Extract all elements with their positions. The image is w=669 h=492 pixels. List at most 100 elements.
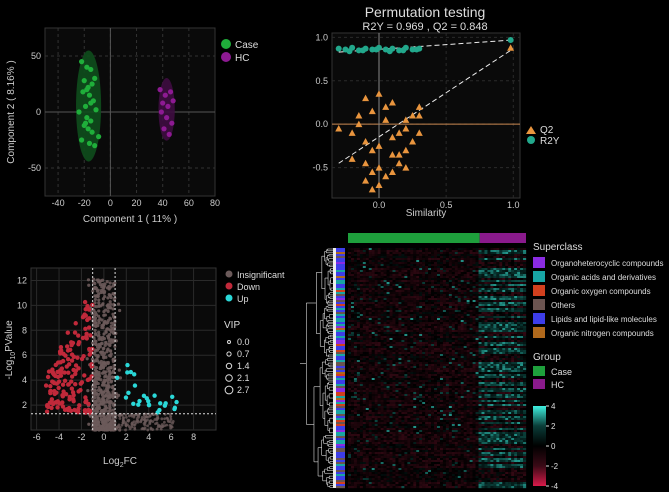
heatmap-cell [451, 356, 455, 359]
heatmap-cell [460, 264, 464, 267]
heatmap-cell [493, 260, 497, 263]
heatmap-cell [431, 358, 435, 361]
heatmap-cell [386, 296, 390, 299]
superclass-cell [336, 416, 345, 419]
point-insignificant [97, 321, 101, 325]
heatmap-cell [356, 276, 361, 279]
heatmap-cell [454, 312, 458, 315]
heatmap-cell [383, 288, 387, 291]
heatmap-cell [419, 314, 423, 317]
heatmap-cell [445, 290, 450, 293]
heatmap-cell [493, 318, 497, 321]
heatmap-cell [356, 308, 361, 311]
heatmap-cell [386, 350, 390, 353]
heatmap-cell [401, 270, 405, 273]
y-tick-label: 0.5 [315, 76, 328, 86]
superclass-cell [336, 444, 345, 447]
heatmap-cell [460, 310, 464, 313]
heatmap-cell [481, 268, 485, 271]
heatmap-cell [413, 302, 417, 305]
heatmap-cell [496, 344, 500, 347]
heatmap-cell [422, 292, 426, 295]
heatmap-cell [460, 318, 464, 321]
heatmap-cell [487, 322, 491, 325]
heatmap-cell [493, 344, 497, 347]
heatmap-cell [359, 292, 363, 295]
heatmap-cell [437, 274, 441, 277]
heatmap-cell [392, 350, 396, 353]
heatmap-cell [508, 344, 512, 347]
heatmap-cell [496, 314, 500, 317]
heatmap-cell [490, 308, 494, 311]
heatmap-cell [487, 328, 491, 331]
heatmap-cell [475, 350, 479, 353]
heatmap-cell [523, 348, 527, 351]
heatmap-cell [428, 310, 432, 313]
heatmap-cell [392, 278, 396, 281]
heatmap-cell [454, 272, 458, 275]
heatmap-cell [487, 288, 491, 291]
heatmap-cell [520, 272, 524, 275]
heatmap-cell [490, 284, 494, 287]
heatmap-cell [356, 282, 361, 285]
heatmap-cell [353, 272, 358, 275]
heatmap-cell [353, 360, 358, 363]
heatmap-cell [416, 252, 420, 255]
heatmap-cell [478, 282, 482, 285]
heatmap-cell [484, 338, 488, 341]
heatmap-cell [472, 302, 476, 305]
heatmap-cell [362, 358, 366, 361]
heatmap-cell [395, 348, 399, 351]
heatmap-cell [481, 284, 485, 287]
heatmap-cell [356, 302, 361, 305]
heatmap-cell [454, 278, 458, 281]
heatmap-cell [419, 302, 423, 305]
heatmap-cell [365, 324, 369, 327]
heatmap-cell [437, 338, 441, 341]
heatmap-cell [422, 318, 426, 321]
point-insignificant [149, 426, 153, 430]
heatmap-cell [362, 342, 366, 345]
heatmap-cell [407, 336, 411, 339]
heatmap-cell [499, 294, 503, 297]
heatmap-cell [365, 314, 369, 317]
point-insignificant [106, 296, 110, 300]
heatmap-cell [413, 280, 417, 283]
heatmap-cell [392, 270, 396, 273]
heatmap-cell [353, 252, 358, 255]
heatmap-cell [401, 324, 405, 327]
heatmap-cell [422, 248, 426, 251]
heatmap-cell [386, 292, 390, 295]
heatmap-cell [353, 306, 358, 309]
heatmap-cell [451, 336, 455, 339]
heatmap-cell [505, 354, 509, 357]
heatmap-cell [475, 312, 479, 315]
heatmap-cell [511, 332, 515, 335]
point-down [71, 392, 76, 398]
heatmap-cell [496, 270, 500, 273]
superclass-cell [336, 486, 345, 489]
heatmap-cell [457, 294, 461, 297]
heatmap-cell [451, 314, 455, 317]
heatmap-cell [389, 320, 393, 323]
point-r2y [413, 46, 420, 53]
point-insignificant [171, 421, 174, 425]
point-q2 [402, 146, 410, 154]
heatmap-cell [437, 294, 441, 297]
superclass-cell [336, 268, 345, 271]
heatmap-cell [348, 354, 352, 357]
heatmap-cell [428, 326, 432, 329]
heatmap-cell [398, 292, 402, 295]
heatmap-cell [425, 282, 429, 285]
heatmap-cell [404, 352, 408, 355]
superclass-cell [336, 436, 345, 439]
heatmap-cell [487, 248, 491, 251]
heatmap-cell [425, 260, 429, 263]
group-bar-case [348, 233, 480, 243]
heatmap-cell [353, 274, 358, 277]
heatmap-cell [404, 252, 408, 255]
heatmap-cell [365, 288, 369, 291]
heatmap-cell [371, 288, 375, 291]
heatmap-cell [448, 296, 452, 299]
point-insignificant [109, 352, 113, 356]
